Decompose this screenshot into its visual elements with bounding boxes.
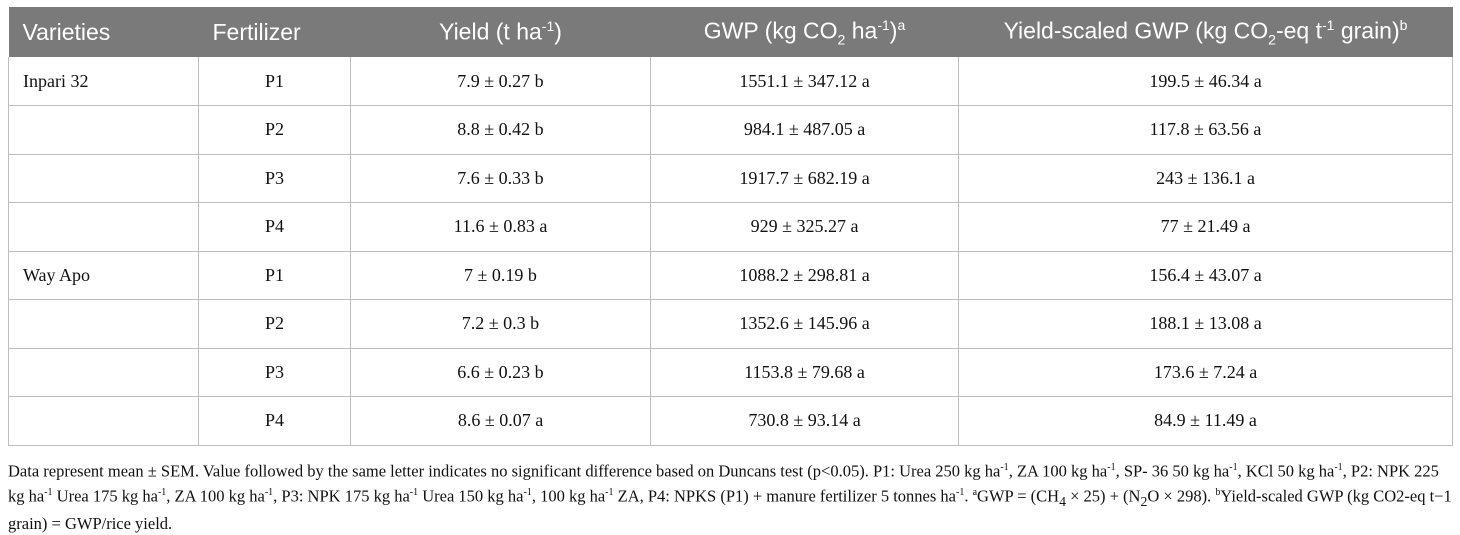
- cell-variety: Way Apo: [8, 251, 199, 300]
- table-row: P4 11.6 ± 0.83 a 929 ± 325.27 a 77 ± 21.…: [8, 202, 1453, 252]
- header-row: Varieties Fertilizer Yield (t ha-1) GWP …: [8, 7, 1453, 57]
- cell-yield: 7.9 ± 0.27 b: [350, 57, 651, 106]
- cell-fertilizer: P1: [198, 57, 351, 106]
- cell-gwp: 1088.2 ± 298.81 a: [650, 251, 959, 300]
- cell-yield: 7.2 ± 0.3 b: [350, 299, 651, 349]
- table-row: P3 6.6 ± 0.23 b 1153.8 ± 79.68 a 173.6 ±…: [8, 348, 1453, 397]
- cell-gwp: 1352.6 ± 145.96 a: [650, 299, 959, 349]
- table-row: P2 8.8 ± 0.42 b 984.1 ± 487.05 a 117.8 ±…: [8, 105, 1453, 155]
- cell-gwp: 1153.8 ± 79.68 a: [650, 348, 959, 397]
- cell-yield-scaled-gwp: 173.6 ± 7.24 a: [958, 348, 1453, 397]
- table-container: Varieties Fertilizer Yield (t ha-1) GWP …: [8, 7, 1453, 535]
- cell-yield: 8.8 ± 0.42 b: [350, 105, 651, 155]
- cell-yield: 11.6 ± 0.83 a: [350, 202, 651, 252]
- header-gwp: GWP (kg CO2 ha-1)a: [703, 16, 906, 48]
- cell-variety: [8, 202, 199, 252]
- table-row: Inpari 32 P1 7.9 ± 0.27 b 1551.1 ± 347.1…: [8, 57, 1453, 106]
- cell-yield-scaled-gwp: 199.5 ± 46.34 a: [958, 57, 1453, 106]
- cell-variety: [8, 348, 199, 397]
- header-fertilizer: Fertilizer: [212, 18, 301, 45]
- header-varieties: Varieties: [22, 18, 111, 45]
- cell-gwp: 984.1 ± 487.05 a: [650, 105, 959, 155]
- cell-gwp: 929 ± 325.27 a: [650, 202, 959, 252]
- cell-yield-scaled-gwp: 243 ± 136.1 a: [958, 154, 1453, 203]
- cell-yield-scaled-gwp: 188.1 ± 13.08 a: [958, 299, 1453, 349]
- cell-gwp: 1917.7 ± 682.19 a: [650, 154, 959, 203]
- cell-yield-scaled-gwp: 117.8 ± 63.56 a: [958, 105, 1453, 155]
- cell-variety: [8, 396, 199, 446]
- cell-fertilizer: P4: [198, 202, 351, 252]
- cell-fertilizer: P3: [198, 154, 351, 203]
- cell-fertilizer: P1: [198, 251, 351, 300]
- cell-yield-scaled-gwp: 77 ± 21.49 a: [958, 202, 1453, 252]
- table-row: P2 7.2 ± 0.3 b 1352.6 ± 145.96 a 188.1 ±…: [8, 299, 1453, 349]
- cell-fertilizer: P3: [198, 348, 351, 397]
- cell-gwp: 730.8 ± 93.14 a: [650, 396, 959, 446]
- header-yield-scaled-gwp: Yield-scaled GWP (kg CO2-eq t-1 grain)b: [1003, 16, 1408, 48]
- cell-yield-scaled-gwp: 156.4 ± 43.07 a: [958, 251, 1453, 300]
- cell-yield: 7 ± 0.19 b: [350, 251, 651, 300]
- table-footnote: Data represent mean ± SEM. Value followe…: [8, 461, 1452, 533]
- cell-yield: 6.6 ± 0.23 b: [350, 348, 651, 397]
- cell-variety: [8, 105, 199, 155]
- cell-variety: [8, 299, 199, 349]
- cell-gwp: 1551.1 ± 347.12 a: [650, 57, 959, 106]
- header-yield: Yield (t ha-1): [439, 18, 562, 45]
- cell-fertilizer: P2: [198, 299, 351, 349]
- data-table: Varieties Fertilizer Yield (t ha-1) GWP …: [8, 7, 1453, 446]
- table-row: Way Apo P1 7 ± 0.19 b 1088.2 ± 298.81 a …: [8, 251, 1453, 300]
- cell-yield: 8.6 ± 0.07 a: [350, 396, 651, 446]
- cell-fertilizer: P2: [198, 105, 351, 155]
- cell-variety: [8, 154, 199, 203]
- table-row: P3 7.6 ± 0.33 b 1917.7 ± 682.19 a 243 ± …: [8, 154, 1453, 203]
- cell-fertilizer: P4: [198, 396, 351, 446]
- cell-variety: Inpari 32: [8, 57, 199, 106]
- cell-yield: 7.6 ± 0.33 b: [350, 154, 651, 203]
- table-row: P4 8.6 ± 0.07 a 730.8 ± 93.14 a 84.9 ± 1…: [8, 396, 1453, 446]
- cell-yield-scaled-gwp: 84.9 ± 11.49 a: [958, 396, 1453, 446]
